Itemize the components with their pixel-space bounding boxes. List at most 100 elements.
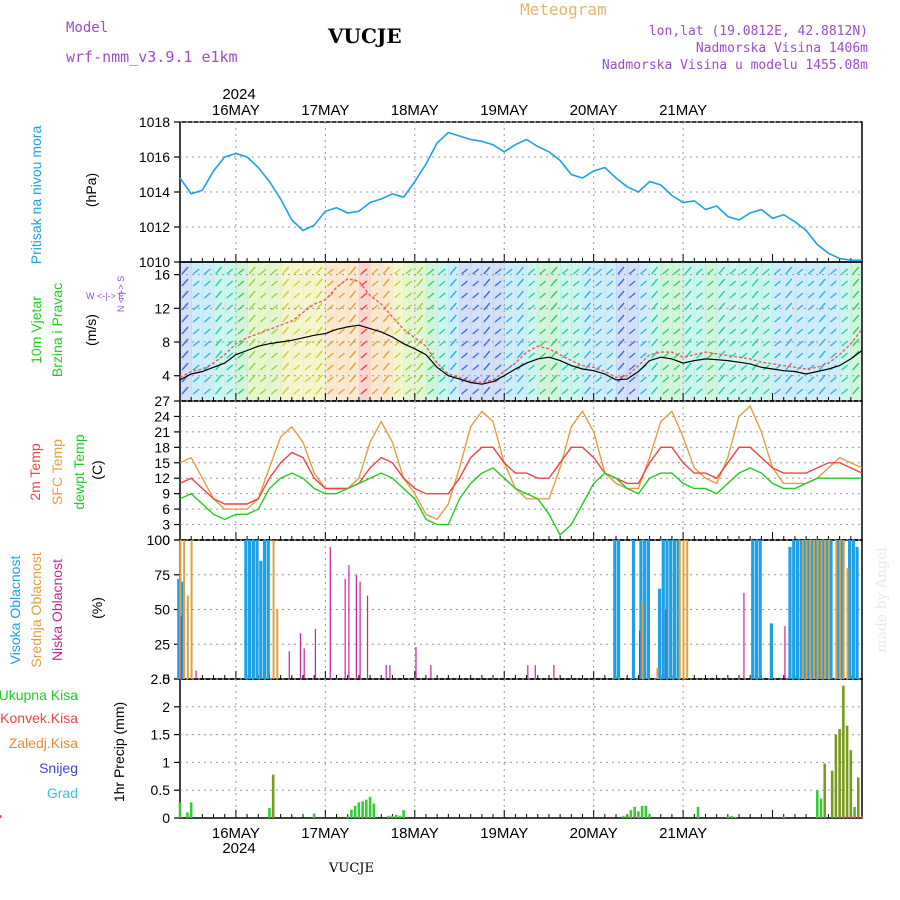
wind-arrow xyxy=(572,328,580,335)
wind-arrow xyxy=(382,290,390,299)
wind-arrow xyxy=(651,278,659,287)
wind-arrow xyxy=(617,386,625,395)
wind-arrow xyxy=(841,388,849,395)
wind-arrow xyxy=(550,302,558,311)
wind-arrow xyxy=(215,290,223,299)
year-top: 2024 xyxy=(222,86,255,103)
high-cloud-bar xyxy=(848,540,852,679)
wind-speed-band xyxy=(280,262,293,401)
wind-arrow xyxy=(684,278,692,287)
high-cloud-bar xyxy=(751,540,755,679)
wind-arrow xyxy=(785,326,793,335)
high-cloud-bar xyxy=(266,540,270,679)
sfc-temp-line xyxy=(179,404,863,521)
wind-arrow xyxy=(528,316,536,323)
wind-arrow xyxy=(181,266,189,275)
wind-arrow xyxy=(215,338,223,347)
wind-speed-line xyxy=(179,324,863,385)
wind-arrow xyxy=(416,278,424,287)
wind-arrow xyxy=(282,278,290,287)
wind-ytick-label: 8 xyxy=(162,334,170,350)
wind-arrow xyxy=(494,268,502,275)
wind-arrow xyxy=(270,328,278,335)
wind-arrow xyxy=(651,290,659,299)
wind-arrow xyxy=(304,364,312,371)
wind-arrow xyxy=(550,362,558,371)
wind-arrow xyxy=(774,376,782,383)
wind-arrow xyxy=(740,316,748,323)
wind-arrow xyxy=(807,328,815,335)
high-cloud-bar xyxy=(248,540,252,679)
wind-arrow xyxy=(416,326,424,335)
wind-arrow xyxy=(673,280,681,287)
wind-arrow xyxy=(203,328,211,335)
wind-arrow xyxy=(360,268,368,275)
wind-arrow xyxy=(617,314,625,323)
wind-arrow xyxy=(326,388,334,395)
wind-arrow xyxy=(181,362,189,371)
temp-ytick-label: 6 xyxy=(162,501,170,517)
wind-arrow xyxy=(707,316,714,323)
precip-frame xyxy=(179,678,863,819)
precip-ytick-label: 1.5 xyxy=(151,727,171,743)
wind-arrow xyxy=(226,364,234,371)
wind-arrow xyxy=(237,364,245,371)
wind-arrow xyxy=(181,350,189,359)
wind-arrow xyxy=(807,340,815,347)
wind-arrow xyxy=(349,350,357,359)
wind-arrow xyxy=(606,388,614,395)
wind-arrow xyxy=(785,374,793,383)
total-precip-bar xyxy=(823,763,827,818)
wind-arrow xyxy=(382,386,390,395)
wind-arrow xyxy=(192,304,200,311)
wind-arrow xyxy=(785,350,793,359)
year-bottom: 2024 xyxy=(222,840,255,857)
wind-arrow xyxy=(539,328,547,335)
high-cloud-bar xyxy=(676,540,680,679)
wind-arrow xyxy=(282,290,290,299)
wind-arrow xyxy=(494,292,502,299)
conv-precip-bar xyxy=(850,815,852,818)
day-label-bottom: 16MAY xyxy=(212,825,260,842)
wind-arrow xyxy=(595,268,603,275)
wind-arrow xyxy=(427,316,435,323)
mid-cloud-bar xyxy=(682,540,685,679)
wind-arrow xyxy=(338,376,345,383)
high-cloud-bar xyxy=(799,540,803,679)
wind-arrow xyxy=(405,328,413,335)
wind-arrow xyxy=(338,352,345,359)
wind-arrow xyxy=(438,388,446,395)
total-precip-bar xyxy=(622,815,625,818)
conv-precip-bar xyxy=(853,815,856,818)
wind-arrow xyxy=(796,304,804,311)
cloud-ytick-label: 0 xyxy=(162,671,170,687)
cloud-ytick-label: 50 xyxy=(154,602,170,618)
wind-arrow xyxy=(427,304,435,311)
wind-arrow xyxy=(718,278,726,287)
wind-arrow xyxy=(405,352,413,359)
wind-arrow xyxy=(818,386,826,395)
high-cloud-bar xyxy=(754,540,759,679)
wind-arrow xyxy=(662,376,670,383)
conv-precip-bar xyxy=(633,815,636,818)
wind-arrow xyxy=(550,290,558,299)
wind-arrow xyxy=(326,352,334,359)
wind-speed-band xyxy=(180,262,192,401)
wind-arrow xyxy=(505,268,513,275)
wind-speed-band xyxy=(347,262,360,401)
wind-arrow xyxy=(673,304,681,311)
wind-arrow xyxy=(662,304,670,311)
wind-arrow xyxy=(192,280,200,287)
wind-arrow xyxy=(528,388,536,395)
wind-arrow xyxy=(494,316,502,323)
low-cloud-bar xyxy=(329,546,331,679)
wind-arrow xyxy=(684,326,692,335)
wind-arrow xyxy=(751,338,759,347)
wind-arrow xyxy=(203,352,211,359)
wind-arrow xyxy=(282,374,290,383)
wind-arrow xyxy=(192,352,200,359)
wind-arrow xyxy=(237,304,245,311)
wind-arrow xyxy=(326,316,334,323)
wind-arrow xyxy=(729,388,737,395)
high-cloud-bar xyxy=(661,540,665,679)
